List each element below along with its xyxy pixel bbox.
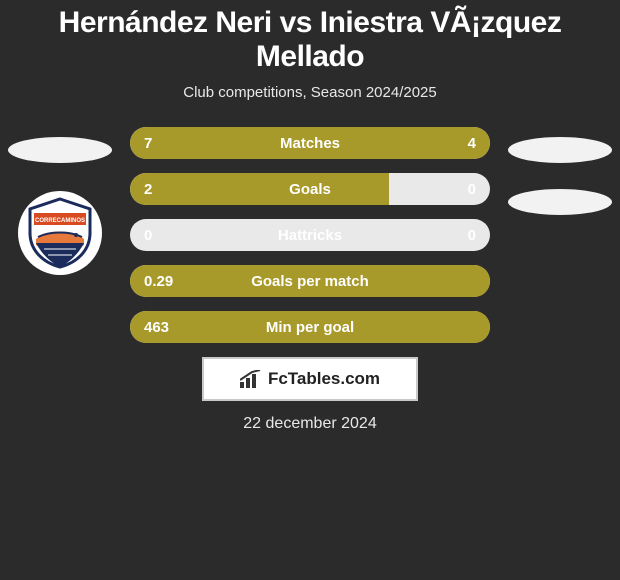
stat-label: Min per goal xyxy=(130,319,490,336)
chart-icon xyxy=(240,370,262,388)
stat-value-right: 0 xyxy=(436,227,490,244)
team-logo-label: CORRECAMINOS xyxy=(35,218,85,224)
stat-row: 0.29Goals per match xyxy=(130,265,490,297)
stat-row: 0Hattricks0 xyxy=(130,219,490,251)
stat-value-right: 4 xyxy=(436,135,490,152)
player-right-badge-2 xyxy=(508,189,612,215)
shield-icon: CORRECAMINOS xyxy=(22,195,98,271)
page-title: Hernández Neri vs Iniestra VÃ¡zquez Mell… xyxy=(0,0,620,78)
stat-row: 2Goals0 xyxy=(130,173,490,205)
stats-list: 7Matches4 2Goals0 0Hattricks0 0.29Goals per… xyxy=(130,127,490,357)
stat-row: 463Min per goal xyxy=(130,311,490,343)
brand-label: FcTables.com xyxy=(268,369,380,389)
stat-row: 7Matches4 xyxy=(130,127,490,159)
player-right-badge-1 xyxy=(508,137,612,163)
stat-label: Goals per match xyxy=(130,273,490,290)
date-label: 22 december 2024 xyxy=(0,415,620,433)
stat-value-right: 0 xyxy=(436,181,490,198)
team-logo-left: CORRECAMINOS xyxy=(18,191,102,275)
player-left-badge xyxy=(8,137,112,163)
brand-badge[interactable]: FcTables.com xyxy=(202,357,418,401)
subtitle: Club competitions, Season 2024/2025 xyxy=(0,78,620,113)
